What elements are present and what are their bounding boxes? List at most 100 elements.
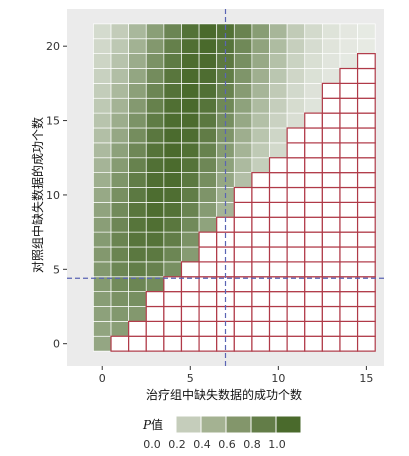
significant-cell	[286, 276, 306, 293]
heatmap-cell	[145, 142, 165, 159]
heatmap-cell	[163, 38, 182, 54]
significant-cell	[321, 261, 341, 278]
heatmap-cell	[163, 187, 182, 203]
heatmap-cell	[251, 53, 270, 69]
heatmap-cell	[128, 38, 147, 54]
heatmap-cell	[128, 172, 147, 188]
significant-cell	[268, 335, 288, 352]
heatmap-cell	[233, 112, 253, 129]
heatmap-cell	[93, 321, 112, 337]
significant-cell	[145, 291, 165, 308]
x-tick-label: 10	[271, 372, 285, 385]
heatmap-cell	[110, 306, 129, 322]
significant-cell	[356, 82, 376, 99]
significant-cell	[356, 201, 376, 218]
heatmap-cell	[339, 38, 358, 54]
heatmap-cell	[110, 321, 129, 337]
heatmap-cell	[181, 142, 200, 159]
heatmap-cell	[93, 68, 112, 84]
significant-cell	[233, 201, 253, 218]
significant-cell	[339, 201, 359, 218]
heatmap-cell	[163, 68, 182, 84]
heatmap-cell	[233, 157, 253, 173]
heatmap-cell	[110, 231, 129, 248]
y-tick-label: 15	[46, 115, 60, 128]
heatmap-cell	[269, 53, 288, 69]
significant-cell	[339, 291, 359, 308]
y-tick-label: 0	[53, 338, 60, 351]
heatmap-cell	[181, 187, 200, 203]
heatmap-cell	[233, 172, 253, 188]
heatmap-cell	[93, 276, 112, 292]
heatmap-cell	[110, 23, 129, 40]
heatmap-cell	[181, 83, 200, 99]
significant-cell	[321, 231, 341, 248]
y-axis-title: 对照组中缺失数据的成功个数	[30, 117, 45, 273]
heatmap-cell	[128, 187, 147, 203]
heatmap-cell	[110, 68, 129, 84]
heatmap-cell	[145, 112, 165, 129]
heatmap-cell	[110, 172, 129, 188]
heatmap-cell	[233, 97, 253, 114]
significant-cell	[251, 186, 271, 203]
heatmap-cell	[110, 261, 129, 278]
heatmap-cell	[251, 112, 270, 129]
significant-cell	[198, 320, 218, 337]
significant-cell	[251, 320, 271, 337]
heatmap-cell	[145, 83, 165, 99]
heatmap-cell	[181, 112, 200, 129]
significant-cell	[339, 305, 359, 322]
significant-cell	[321, 305, 341, 322]
significant-cell	[356, 142, 376, 159]
heatmap-cell	[145, 127, 165, 144]
heatmap-cell	[110, 291, 129, 307]
heatmap-cell	[198, 38, 218, 54]
significant-cell	[304, 127, 323, 144]
heatmap-cells	[93, 23, 376, 352]
legend-label: 0.0	[143, 438, 161, 451]
heatmap-cell	[198, 216, 218, 233]
significant-cell	[233, 216, 253, 233]
heatmap-cell	[198, 97, 218, 114]
heatmap-cell	[128, 276, 147, 292]
significant-cell	[198, 261, 218, 278]
significant-cell	[339, 276, 359, 293]
heatmap-cell	[304, 23, 323, 40]
heatmap-cell	[128, 97, 147, 114]
significant-cell	[286, 216, 306, 233]
significant-cell	[356, 335, 376, 352]
heatmap-cell	[181, 38, 200, 54]
heatmap-cell	[110, 112, 129, 129]
significant-cell	[304, 201, 323, 218]
significant-cell	[356, 157, 376, 174]
significant-cell	[304, 172, 323, 189]
heatmap-cell	[110, 127, 129, 144]
significant-cell	[251, 246, 271, 263]
heatmap-cell	[93, 216, 112, 233]
heatmap-cell	[286, 97, 306, 114]
heatmap-cell	[181, 97, 200, 114]
significant-cell	[233, 335, 253, 352]
heatmap-cell	[251, 83, 270, 99]
significant-cell	[356, 246, 376, 263]
significant-cell	[180, 276, 200, 293]
significant-cell	[321, 276, 341, 293]
significant-cell	[286, 172, 306, 189]
heatmap-cell	[269, 127, 288, 144]
significant-cell	[198, 276, 218, 293]
heatmap-cell	[145, 172, 165, 188]
heatmap-cell	[145, 187, 165, 203]
significant-cell	[356, 291, 376, 308]
heatmap-cell	[128, 216, 147, 233]
heatmap-cell	[181, 216, 200, 233]
heatmap-cell	[322, 38, 341, 54]
heatmap-cell	[198, 53, 218, 69]
legend-key	[175, 415, 202, 434]
significant-cell	[321, 82, 341, 99]
significant-cell	[304, 246, 323, 263]
significant-cell	[339, 335, 359, 352]
significant-cell	[356, 261, 376, 278]
significant-cell	[198, 291, 218, 308]
significant-cell	[286, 157, 306, 174]
